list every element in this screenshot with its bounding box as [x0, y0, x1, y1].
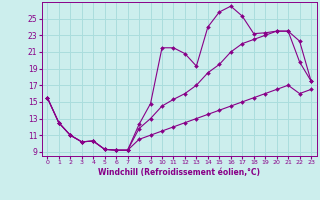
- X-axis label: Windchill (Refroidissement éolien,°C): Windchill (Refroidissement éolien,°C): [98, 168, 260, 177]
